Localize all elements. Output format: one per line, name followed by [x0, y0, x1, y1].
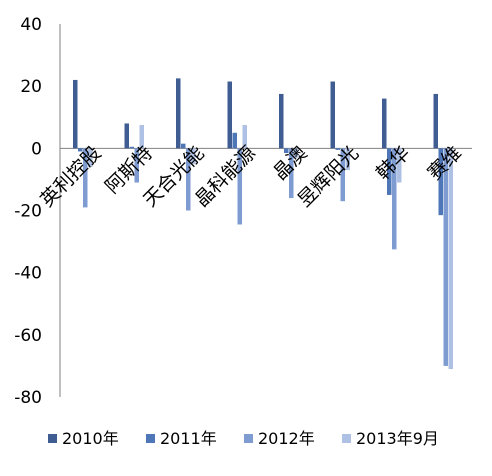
bar — [330, 81, 335, 149]
bar — [294, 148, 299, 158]
y-tick-label: 20 — [20, 77, 42, 97]
bars — [73, 78, 453, 370]
legend-swatch — [146, 434, 155, 443]
bar — [83, 148, 88, 208]
bar — [191, 148, 196, 164]
bar — [129, 146, 134, 149]
legend-swatch — [244, 434, 253, 443]
legend-swatch — [48, 434, 57, 443]
legend: 2010年 2011年 2012年 2013年9月 — [48, 429, 439, 448]
bar — [433, 93, 438, 149]
legend-label: 2012年 — [258, 429, 315, 448]
y-tick-label: -80 — [14, 388, 42, 408]
bar — [78, 148, 83, 152]
bar — [335, 148, 340, 150]
legend-label: 2010年 — [62, 429, 119, 448]
bar — [345, 148, 350, 171]
legend-label: 2013年9月 — [356, 429, 439, 448]
y-tick-label: -40 — [14, 264, 42, 284]
bar — [124, 123, 129, 149]
bar — [438, 148, 443, 216]
bar — [88, 148, 93, 167]
bar — [279, 93, 284, 149]
y-tick-label: -60 — [14, 326, 42, 346]
bar — [340, 148, 345, 202]
bar — [382, 98, 387, 149]
y-tick-label: 40 — [20, 15, 42, 35]
bar — [392, 148, 397, 250]
bar — [387, 148, 392, 195]
bar — [284, 148, 289, 153]
bar — [134, 148, 139, 183]
bar — [289, 148, 294, 199]
bar — [242, 125, 247, 149]
bar — [73, 79, 78, 149]
bar — [176, 78, 181, 149]
bar — [237, 148, 242, 225]
bar — [186, 148, 191, 211]
y-tick-label: -20 — [14, 202, 42, 222]
bar — [397, 148, 402, 183]
legend-swatch — [342, 434, 351, 443]
x-category-label: 英利控股 — [36, 142, 105, 211]
y-tick-label: 0 — [31, 139, 42, 159]
bar — [443, 148, 448, 366]
bar — [181, 143, 186, 149]
legend-label: 2011年 — [160, 429, 217, 448]
bar — [139, 125, 144, 149]
bar — [448, 148, 453, 370]
bar — [227, 81, 232, 149]
y-axis-tick-labels: 40 20 0 -20 -40 -60 -80 — [14, 15, 42, 408]
bar — [232, 132, 237, 149]
